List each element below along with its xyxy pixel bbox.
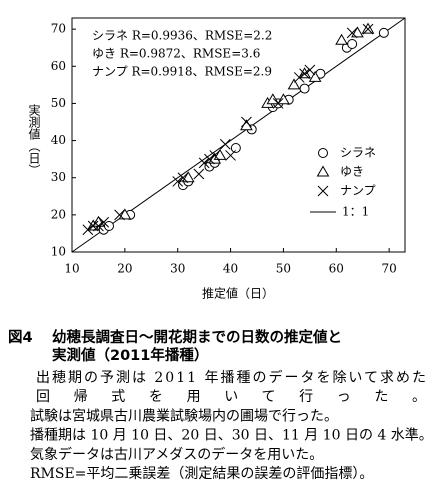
plot-frame xyxy=(71,17,406,253)
x-tick-label: 10 xyxy=(64,262,79,276)
triangle-marker xyxy=(287,78,301,90)
cross-marker xyxy=(204,153,215,165)
x-tick-label: 30 xyxy=(170,262,185,276)
caption-body: 播種期は 10 月 10 日、20 日、30 日、11 月 10 日の 4 水準… xyxy=(30,428,433,444)
cross-marker xyxy=(87,220,99,232)
circle-marker xyxy=(347,39,358,49)
triangle-marker xyxy=(351,26,364,38)
cross-marker xyxy=(219,138,231,150)
legend-label: 1：1 xyxy=(342,205,369,219)
x-tick-label: 40 xyxy=(223,262,238,276)
triangle-marker xyxy=(335,33,348,45)
circle-marker xyxy=(299,83,310,94)
triangle-marker xyxy=(316,165,330,177)
triangle-marker xyxy=(118,208,132,220)
cross-marker xyxy=(304,64,316,76)
cross-marker xyxy=(209,150,221,161)
x-tick-label: 50 xyxy=(276,262,291,276)
cross-marker xyxy=(317,185,329,197)
x-axis-label: 推定値（日） xyxy=(202,286,274,301)
y-tick-label: 60 xyxy=(51,59,66,73)
cross-marker xyxy=(82,224,94,236)
cross-marker xyxy=(299,68,310,80)
caption-body: 試験は宮城県古川農業試験場内の圃場で行った。 xyxy=(30,408,338,424)
y-tick-label: 30 xyxy=(51,170,66,184)
cross-marker xyxy=(272,98,284,109)
caption-body: 気象データは古川アメダスのデータを用いた。 xyxy=(30,446,323,463)
triangle-marker xyxy=(361,22,375,34)
circle-marker xyxy=(104,221,114,231)
caption-title: 幼穂長調査日～開花期までの日数の推定値と xyxy=(52,328,342,346)
cross-marker xyxy=(93,220,104,232)
cross-marker xyxy=(346,27,358,39)
y-tick-label: 70 xyxy=(51,22,66,36)
y-tick-label: 50 xyxy=(51,96,66,110)
caption-body: 出穂期の予測は 2011 年播種のデータを除いて求めた xyxy=(36,369,426,386)
cross-marker xyxy=(225,150,236,161)
y-tick-label: 10 xyxy=(51,245,66,259)
annotation: シラネ R=0.9936、RMSE=2.2 xyxy=(92,29,272,43)
caption-body: RMSE=平均二乗誤差（測定結果の誤差の評価指標）。 xyxy=(30,466,373,482)
legend-label: ナンプ xyxy=(340,184,376,198)
y-axis-label: 実測値（日） xyxy=(27,103,41,176)
x-tick-label: 70 xyxy=(382,262,397,276)
triangle-marker xyxy=(308,70,322,82)
cross-marker xyxy=(177,172,189,184)
circle-marker xyxy=(230,143,241,153)
cross-marker xyxy=(172,176,184,187)
triangle-marker xyxy=(181,171,195,183)
legend-label: シラネ xyxy=(340,146,376,160)
circle-marker xyxy=(318,148,328,158)
annotation: ナンプ R=0.9918、RMSE=2.9 xyxy=(92,65,272,79)
cross-marker xyxy=(98,216,110,228)
cross-marker xyxy=(362,23,374,35)
cross-marker xyxy=(193,168,205,180)
x-tick-label: 60 xyxy=(329,262,344,276)
x-tick-label: 20 xyxy=(117,262,132,276)
cross-marker xyxy=(241,116,252,128)
triangle-marker xyxy=(213,148,227,160)
y-tick-label: 20 xyxy=(51,207,66,221)
annotation: ゆき R=0.9872、RMSE=3.6 xyxy=(92,47,260,61)
caption-body: 回帰式を用いて行った。 xyxy=(36,388,426,405)
legend-label: ゆき xyxy=(340,165,364,179)
caption-label: 図4 xyxy=(8,329,33,346)
y-tick-label: 40 xyxy=(51,133,66,147)
caption-title: 実測値（2011年播種） xyxy=(52,346,208,364)
circle-marker xyxy=(378,27,389,38)
cross-marker xyxy=(114,209,125,221)
cross-marker xyxy=(198,157,210,169)
cross-marker xyxy=(293,72,305,83)
